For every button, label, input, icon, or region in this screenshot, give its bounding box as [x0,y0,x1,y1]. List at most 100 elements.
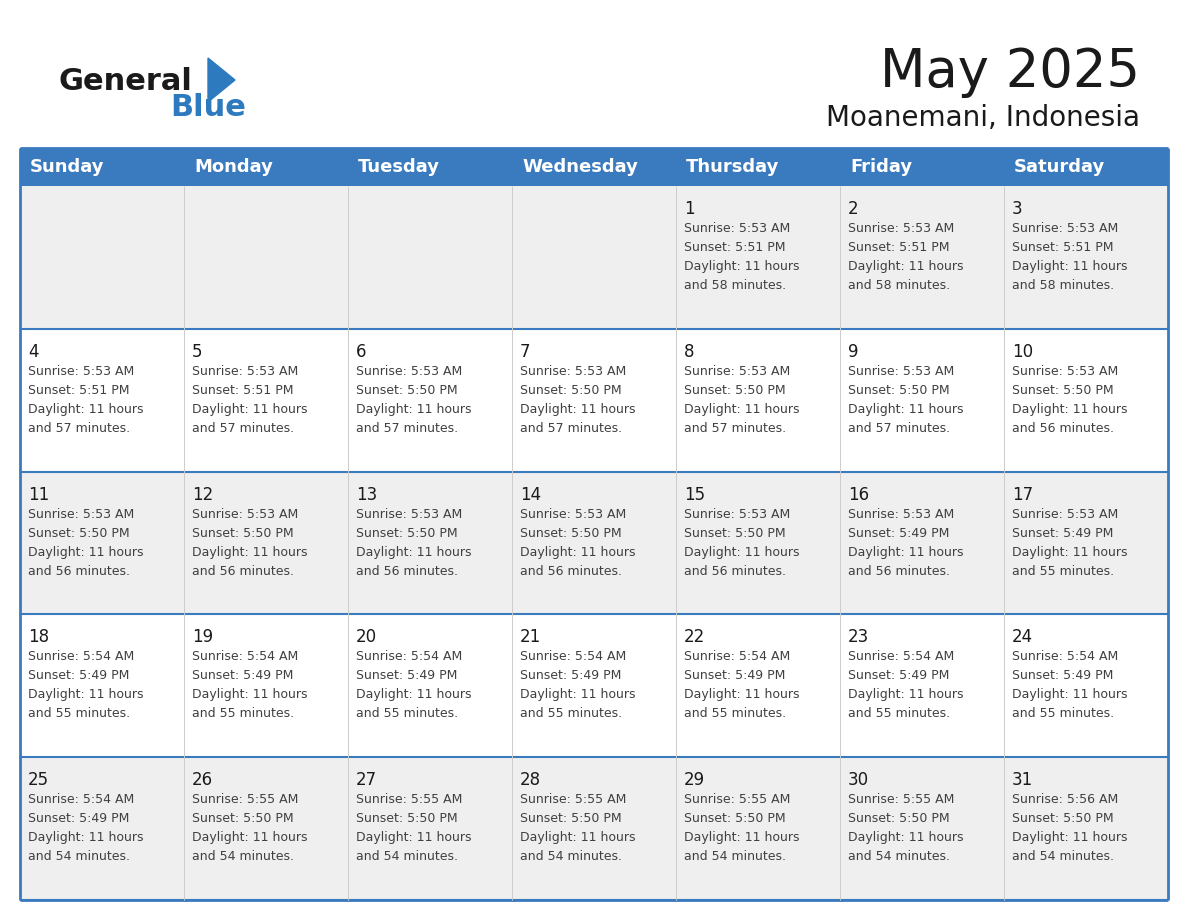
Text: 9: 9 [848,342,859,361]
Text: Sunrise: 5:53 AM: Sunrise: 5:53 AM [684,508,790,521]
Text: and 58 minutes.: and 58 minutes. [848,279,950,292]
Text: Daylight: 11 hours: Daylight: 11 hours [356,545,472,558]
Text: Daylight: 11 hours: Daylight: 11 hours [520,831,636,845]
Text: Sunset: 5:50 PM: Sunset: 5:50 PM [848,812,949,825]
Text: Sunset: 5:50 PM: Sunset: 5:50 PM [29,527,129,540]
Text: Sunrise: 5:56 AM: Sunrise: 5:56 AM [1012,793,1118,806]
Text: Sunset: 5:49 PM: Sunset: 5:49 PM [1012,527,1113,540]
Text: 10: 10 [1012,342,1034,361]
Bar [20,614,1168,757]
Text: Daylight: 11 hours: Daylight: 11 hours [1012,688,1127,701]
Text: 17: 17 [1012,486,1034,504]
Text: Sunset: 5:50 PM: Sunset: 5:50 PM [684,384,785,397]
Text: Sunrise: 5:53 AM: Sunrise: 5:53 AM [1012,364,1118,378]
Text: 18: 18 [29,629,49,646]
Text: 2: 2 [848,200,859,218]
Text: Sunrise: 5:53 AM: Sunrise: 5:53 AM [520,364,626,378]
Text: Sunrise: 5:55 AM: Sunrise: 5:55 AM [520,793,626,806]
Text: 3: 3 [1012,200,1023,218]
Bar [20,757,1168,900]
Text: Sunrise: 5:53 AM: Sunrise: 5:53 AM [848,222,954,235]
Text: Daylight: 11 hours: Daylight: 11 hours [848,545,963,558]
Text: Sunset: 5:50 PM: Sunset: 5:50 PM [848,384,949,397]
Text: Sunset: 5:50 PM: Sunset: 5:50 PM [1012,812,1113,825]
Text: Daylight: 11 hours: Daylight: 11 hours [684,403,800,416]
Text: Sunset: 5:50 PM: Sunset: 5:50 PM [356,812,457,825]
Text: Daylight: 11 hours: Daylight: 11 hours [29,831,144,845]
Text: and 57 minutes.: and 57 minutes. [356,421,459,435]
Text: Daylight: 11 hours: Daylight: 11 hours [848,403,963,416]
Text: and 54 minutes.: and 54 minutes. [192,850,293,863]
Text: Thursday: Thursday [685,158,779,176]
Text: 12: 12 [192,486,214,504]
Text: and 56 minutes.: and 56 minutes. [29,565,129,577]
Text: 11: 11 [29,486,49,504]
Text: and 56 minutes.: and 56 minutes. [1012,421,1114,435]
Text: Sunrise: 5:53 AM: Sunrise: 5:53 AM [29,508,134,521]
Text: Daylight: 11 hours: Daylight: 11 hours [356,688,472,701]
Text: Sunrise: 5:53 AM: Sunrise: 5:53 AM [684,222,790,235]
Text: 21: 21 [520,629,542,646]
Text: Daylight: 11 hours: Daylight: 11 hours [192,831,308,845]
Text: and 57 minutes.: and 57 minutes. [29,421,131,435]
Text: Daylight: 11 hours: Daylight: 11 hours [29,403,144,416]
Text: Sunset: 5:49 PM: Sunset: 5:49 PM [848,527,949,540]
Text: Daylight: 11 hours: Daylight: 11 hours [684,260,800,273]
Text: Sunrise: 5:54 AM: Sunrise: 5:54 AM [684,650,790,664]
Text: Daylight: 11 hours: Daylight: 11 hours [848,688,963,701]
Text: Sunset: 5:51 PM: Sunset: 5:51 PM [1012,241,1113,254]
Text: Sunset: 5:49 PM: Sunset: 5:49 PM [356,669,457,682]
Text: and 57 minutes.: and 57 minutes. [192,421,295,435]
Text: Sunrise: 5:55 AM: Sunrise: 5:55 AM [192,793,298,806]
Text: and 56 minutes.: and 56 minutes. [356,565,459,577]
Text: Sunrise: 5:55 AM: Sunrise: 5:55 AM [356,793,462,806]
Bar [20,472,1168,614]
Text: Sunrise: 5:53 AM: Sunrise: 5:53 AM [1012,508,1118,521]
Text: Monday: Monday [194,158,273,176]
Text: Sunset: 5:50 PM: Sunset: 5:50 PM [520,527,621,540]
Text: Sunset: 5:51 PM: Sunset: 5:51 PM [684,241,785,254]
Text: Sunday: Sunday [30,158,105,176]
Text: 14: 14 [520,486,541,504]
Text: Daylight: 11 hours: Daylight: 11 hours [520,545,636,558]
Text: and 54 minutes.: and 54 minutes. [520,850,623,863]
Text: 5: 5 [192,342,202,361]
Text: Sunrise: 5:54 AM: Sunrise: 5:54 AM [1012,650,1118,664]
Text: 25: 25 [29,771,49,789]
Text: and 55 minutes.: and 55 minutes. [848,708,950,721]
Text: Sunrise: 5:55 AM: Sunrise: 5:55 AM [684,793,790,806]
Text: 8: 8 [684,342,695,361]
Text: Sunset: 5:49 PM: Sunset: 5:49 PM [192,669,293,682]
Text: 19: 19 [192,629,213,646]
Text: Sunrise: 5:53 AM: Sunrise: 5:53 AM [1012,222,1118,235]
Text: and 56 minutes.: and 56 minutes. [684,565,786,577]
Text: Sunset: 5:50 PM: Sunset: 5:50 PM [1012,384,1113,397]
Text: Daylight: 11 hours: Daylight: 11 hours [356,403,472,416]
Text: Daylight: 11 hours: Daylight: 11 hours [29,688,144,701]
Text: and 56 minutes.: and 56 minutes. [192,565,293,577]
Text: 31: 31 [1012,771,1034,789]
Text: and 58 minutes.: and 58 minutes. [684,279,786,292]
Text: 4: 4 [29,342,38,361]
Text: Daylight: 11 hours: Daylight: 11 hours [684,545,800,558]
Text: Daylight: 11 hours: Daylight: 11 hours [356,831,472,845]
Text: Tuesday: Tuesday [358,158,440,176]
Text: Daylight: 11 hours: Daylight: 11 hours [192,403,308,416]
Text: and 55 minutes.: and 55 minutes. [29,708,131,721]
Text: Sunset: 5:49 PM: Sunset: 5:49 PM [684,669,785,682]
Text: 26: 26 [192,771,213,789]
Text: 23: 23 [848,629,870,646]
Text: Sunset: 5:49 PM: Sunset: 5:49 PM [1012,669,1113,682]
Text: Daylight: 11 hours: Daylight: 11 hours [1012,545,1127,558]
Text: and 55 minutes.: and 55 minutes. [192,708,295,721]
Text: Moanemani, Indonesia: Moanemani, Indonesia [826,104,1140,132]
Text: Saturday: Saturday [1015,158,1105,176]
Text: Sunrise: 5:53 AM: Sunrise: 5:53 AM [356,364,462,378]
Text: Daylight: 11 hours: Daylight: 11 hours [1012,260,1127,273]
Bar [20,186,1168,329]
Text: Sunrise: 5:54 AM: Sunrise: 5:54 AM [520,650,626,664]
Text: Daylight: 11 hours: Daylight: 11 hours [520,403,636,416]
Text: 30: 30 [848,771,870,789]
Text: 28: 28 [520,771,541,789]
Text: and 54 minutes.: and 54 minutes. [29,850,129,863]
